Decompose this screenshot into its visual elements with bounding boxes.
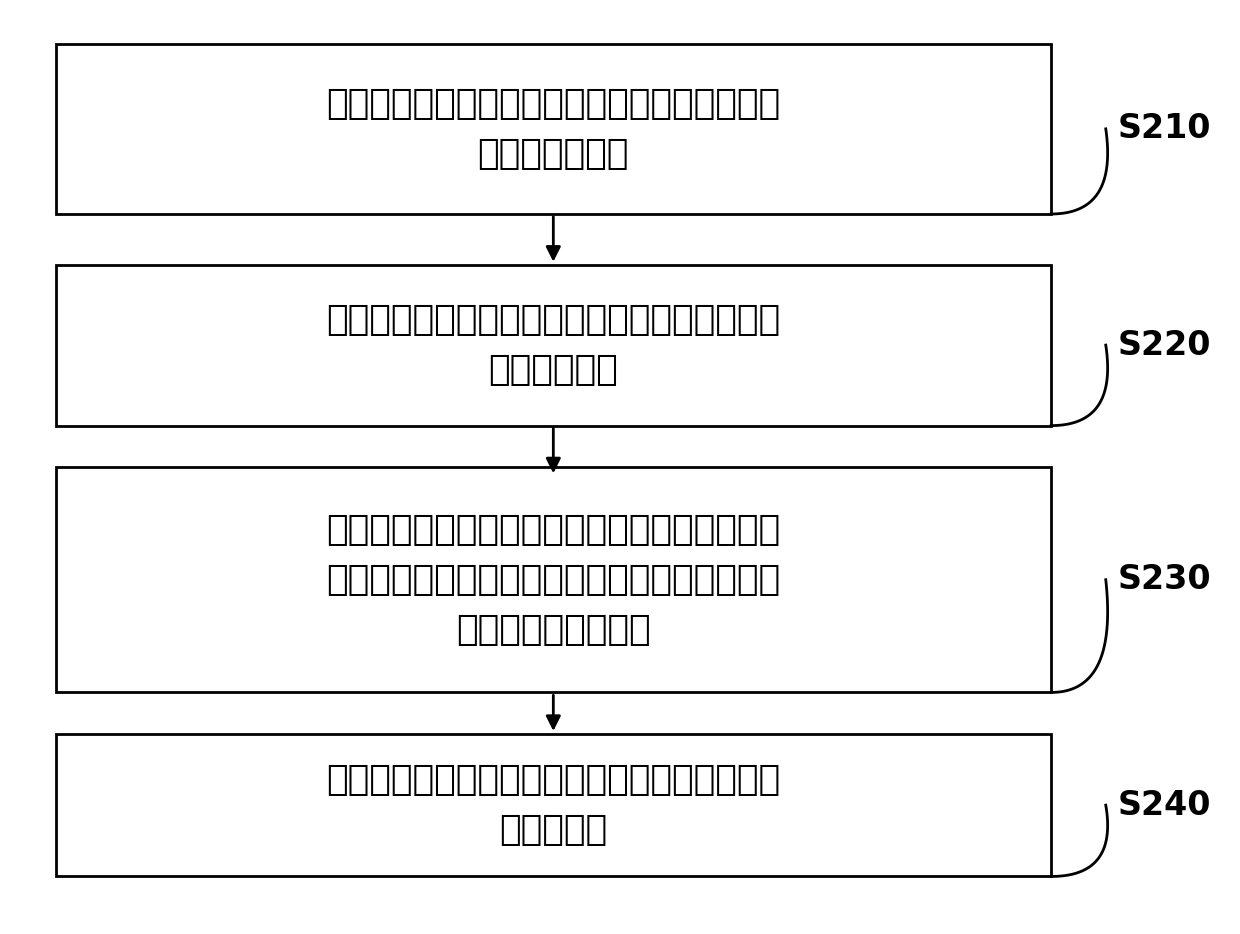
Text: S220: S220 xyxy=(1118,329,1211,361)
Text: 根据目标放疗部位的组织结构类型，对多模态图
像集中的至少两种图像进行图像融合，得到目标
放疗部位的融合图像: 根据目标放疗部位的组织结构类型，对多模态图 像集中的至少两种图像进行图像融合，得… xyxy=(326,513,780,647)
Bar xyxy=(56,44,1052,214)
Text: 根据融合图像和计划放疗图像，控制放疗设备执
行放疗操作: 根据融合图像和计划放疗图像，控制放疗设备执 行放疗操作 xyxy=(326,763,780,847)
Text: S240: S240 xyxy=(1118,788,1211,822)
Bar xyxy=(56,264,1052,426)
Bar xyxy=(56,734,1052,876)
Bar xyxy=(56,467,1052,692)
Text: 根据背景图像和目标图像，确定目标放疗部位的
多模态图像集: 根据背景图像和目标图像，确定目标放疗部位的 多模态图像集 xyxy=(326,303,780,388)
Text: 获取至少一个偏转角度下的背景图像和目标放疗
部位的目标图像: 获取至少一个偏转角度下的背景图像和目标放疗 部位的目标图像 xyxy=(326,87,780,171)
Text: S210: S210 xyxy=(1118,112,1211,146)
Text: S230: S230 xyxy=(1118,563,1211,596)
